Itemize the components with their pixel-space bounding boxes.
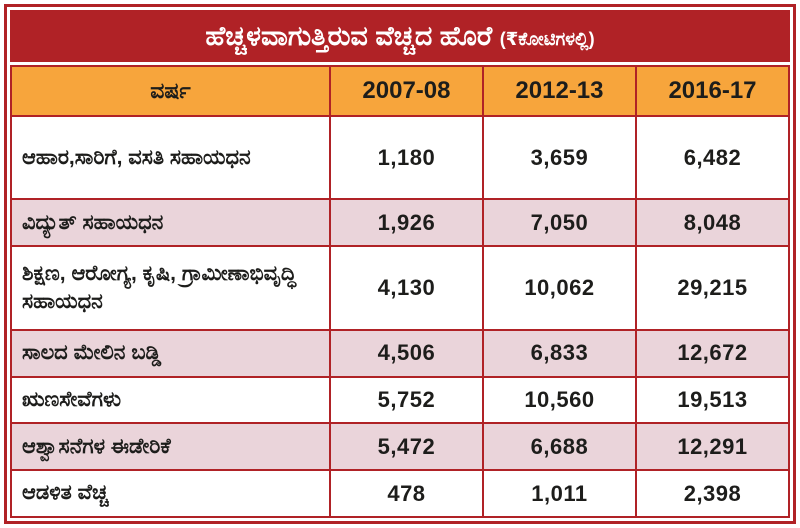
cell-value: 3,659	[481, 114, 637, 201]
cell-value: 29,215	[634, 245, 791, 331]
cell-value: 6,833	[481, 328, 637, 378]
cell-value: 7,050	[481, 198, 637, 248]
cell-value: 2,398	[634, 469, 791, 518]
cell-value: 8,048	[634, 198, 791, 248]
cell-value: 12,291	[634, 422, 791, 472]
column-header-2007-08: 2007-08	[328, 65, 484, 117]
cell-value: 19,513	[634, 375, 791, 425]
cell-value: 10,560	[481, 375, 637, 425]
table-row: ಋಣಸೇವೆಗಳು 5,752 10,560 19,513	[10, 375, 791, 425]
row-label: ಋಣಸೇವೆಗಳು	[10, 375, 331, 425]
table-title: ಹೆಚ್ಚಳವಾಗುತ್ತಿರುವ ವೆಚ್ಚದ ಹೊರೆ (₹ಕೋಟಿಗಳಲ್…	[10, 10, 790, 62]
column-header-2016-17: 2016-17	[634, 65, 791, 117]
cell-value: 5,472	[328, 422, 484, 472]
cell-value: 10,062	[481, 245, 637, 331]
table-row: ಸಾಲದ ಮೇಲಿನ ಬಡ್ಡಿ 4,506 6,833 12,672	[10, 328, 791, 378]
table-row: ವಿದ್ಯುತ್ ಸಹಾಯಧನ 1,926 7,050 8,048	[10, 198, 791, 248]
expenditure-infographic: ಹೆಚ್ಚಳವಾಗುತ್ತಿರುವ ವೆಚ್ಚದ ಹೊರೆ (₹ಕೋಟಿಗಳಲ್…	[4, 4, 796, 524]
row-label: ಆಹಾರ,ಸಾರಿಗೆ, ವಸತಿ ಸಹಾಯಧನ	[10, 114, 331, 201]
row-label: ವಿದ್ಯುತ್ ಸಹಾಯಧನ	[10, 198, 331, 248]
title-unit-suffix: (₹ಕೋಟಿಗಳಲ್ಲಿ)	[499, 29, 595, 49]
cell-value: 4,130	[328, 245, 484, 331]
table-row: ಆಶ್ವಾಸನೆಗಳ ಈಡೇರಿಕೆ 5,472 6,688 12,291	[10, 422, 791, 472]
cell-value: 1,180	[328, 114, 484, 201]
cell-value: 5,752	[328, 375, 484, 425]
cell-value: 4,506	[328, 328, 484, 378]
cell-value: 6,482	[634, 114, 791, 201]
column-header-2012-13: 2012-13	[481, 65, 637, 117]
table-row: ಆಡಳಿತ ವೆಚ್ಚ 478 1,011 2,398	[10, 469, 791, 518]
cell-value: 12,672	[634, 328, 791, 378]
title-text: ಹೆಚ್ಚಳವಾಗುತ್ತಿರುವ ವೆಚ್ಚದ ಹೊರೆ	[205, 21, 493, 51]
row-label: ಶಿಕ್ಷಣ, ಆರೋಗ್ಯ, ಕೃಷಿ, ಗ್ರಾಮೀಣಾಭಿವೃದ್ಧಿ ಸ…	[10, 245, 331, 331]
cell-value: 6,688	[481, 422, 637, 472]
row-label: ಆಡಳಿತ ವೆಚ್ಚ	[10, 469, 331, 518]
row-label: ಸಾಲದ ಮೇಲಿನ ಬಡ್ಡಿ	[10, 328, 331, 378]
table-row: ಶಿಕ್ಷಣ, ಆರೋಗ್ಯ, ಕೃಷಿ, ಗ್ರಾಮೀಣಾಭಿವೃದ್ಧಿ ಸ…	[10, 245, 791, 331]
row-label: ಆಶ್ವಾಸನೆಗಳ ಈಡೇರಿಕೆ	[10, 422, 331, 472]
expenditure-table: ವರ್ಷ 2007-08 2012-13 2016-17 ಆಹಾರ,ಸಾರಿಗೆ…	[10, 65, 791, 518]
cell-value: 478	[328, 469, 484, 518]
table-row: ಆಹಾರ,ಸಾರಿಗೆ, ವಸತಿ ಸಹಾಯಧನ 1,180 3,659 6,4…	[10, 114, 791, 201]
header-row: ವರ್ಷ 2007-08 2012-13 2016-17	[10, 65, 791, 117]
cell-value: 1,011	[481, 469, 637, 518]
cell-value: 1,926	[328, 198, 484, 248]
column-header-year: ವರ್ಷ	[10, 65, 331, 117]
